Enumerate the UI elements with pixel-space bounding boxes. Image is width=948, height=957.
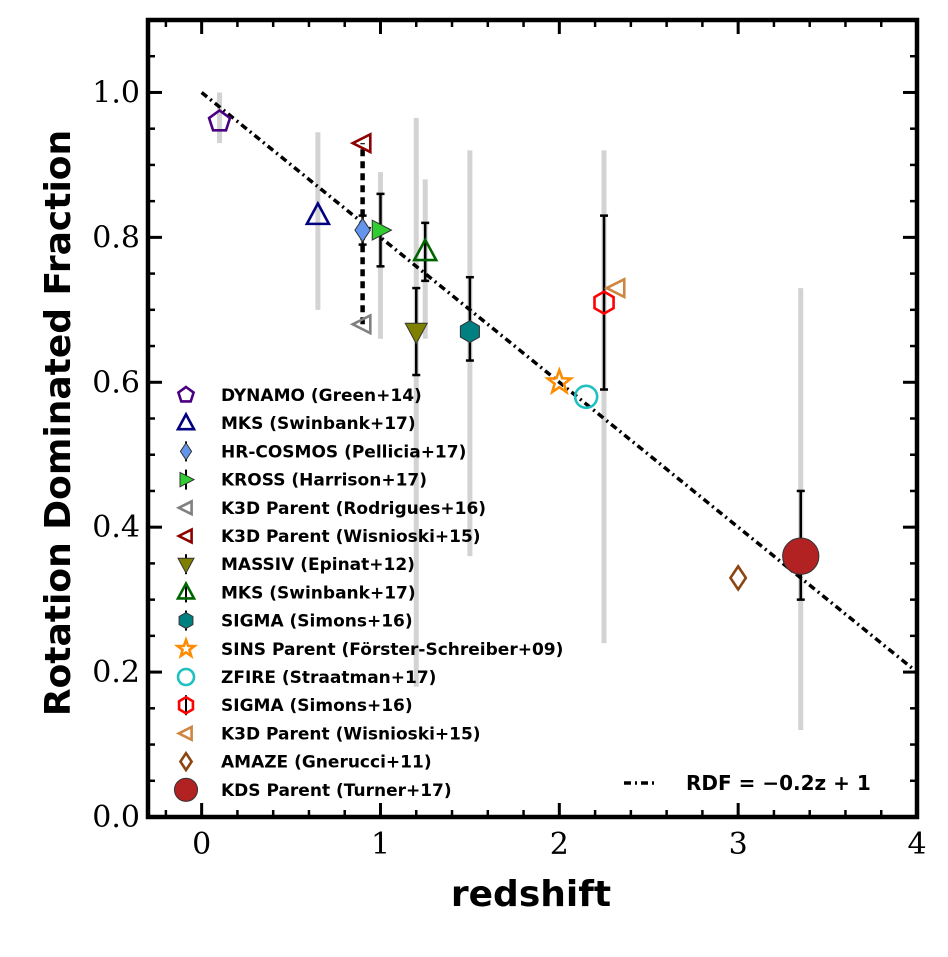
data-points (207, 108, 820, 592)
legend-label-13: AMAZE (Gnerucci+11) (221, 753, 432, 773)
y-axis-label: Rotation Dominated Fraction (38, 130, 79, 716)
legend-marker-4 (175, 499, 193, 517)
y-tick-label-2: 0.4 (92, 510, 140, 545)
x-axis-label: redshift (451, 874, 611, 915)
legend: DYNAMO (Green+14) MKS (Swinbank+17) HR-COS… (173, 385, 871, 802)
tick-labels: 0 1 2 3 4 0.0 0.2 0.4 0.6 0.8 1.0 (92, 75, 926, 862)
point-k3d-parent-rodrigues-16-4 (349, 313, 372, 336)
legend-label-6: MASSIV (Epinat+12) (221, 555, 415, 575)
legend-marker-13 (178, 750, 194, 773)
point-amaze-gnerucci-11-13 (728, 564, 748, 592)
point-zfire-straatman-17-10 (573, 384, 599, 410)
point-sins-parent-f-rster-schreiber-09-9 (544, 366, 575, 396)
x-tick-label-4: 4 (907, 827, 926, 862)
point-mks-swinbank-17-7 (412, 237, 439, 262)
point-kds-parent-turner-17-14 (782, 537, 820, 575)
x-tick-label-3: 3 (729, 827, 748, 862)
legend-label-3: KROSS (Harrison+17) (221, 471, 427, 491)
point-hr-cosmos-pellicia-17-2 (354, 217, 371, 243)
fit-line-layer (200, 91, 919, 674)
legend-label-12: K3D Parent (Wisnioski+15) (221, 724, 481, 744)
point-mks-swinbank-17-1 (304, 200, 332, 226)
y-tick-label-3: 0.6 (92, 365, 140, 400)
legend-marker-5 (175, 527, 193, 545)
point-k3d-parent-wisnioski-15-5 (349, 132, 372, 155)
legend-marker-2 (179, 442, 193, 461)
point-dynamo-green-14-0 (207, 108, 232, 132)
legend-marker-7 (175, 580, 197, 600)
point-sigma-simons-16-8 (459, 319, 480, 344)
x-tick-label-2: 2 (550, 827, 569, 862)
point-massiv-epinat-12-6 (404, 322, 429, 345)
fit-legend-label: RDF = −0.2z + 1 (686, 771, 871, 795)
legend-marker-12 (175, 724, 193, 742)
legend-marker-3 (179, 471, 196, 488)
point-kross-harrison-17-3 (371, 219, 393, 241)
legend-marker-10 (176, 667, 196, 687)
legend-label-5: K3D Parent (Wisnioski+15) (221, 527, 481, 547)
grey-range-bars (217, 92, 804, 731)
legend-marker-8 (178, 612, 194, 630)
legend-label-8: SIGMA (Simons+16) (221, 612, 413, 632)
y-tick-label-5: 1.0 (92, 75, 140, 110)
legend-label-14: KDS Parent (Turner+17) (221, 781, 452, 801)
legend-marker-11 (177, 695, 195, 715)
axes (145, 17, 920, 820)
legend-marker-9 (173, 636, 199, 660)
fit-line (200, 91, 919, 674)
y-tick-label-0: 0.0 (92, 800, 140, 835)
legend-label-7: MKS (Swinbank+17) (221, 583, 416, 603)
point-sigma-simons-16-11 (593, 290, 615, 316)
legend-label-9: SINS Parent (Förster-Schreiber+09) (221, 640, 563, 660)
legend-label-10: ZFIRE (Straatman+17) (221, 668, 436, 688)
legend-label-0: DYNAMO (Green+14) (221, 386, 422, 406)
x-tick-label-0: 0 (192, 827, 211, 862)
legend-marker-0 (176, 385, 196, 403)
legend-marker-1 (175, 411, 197, 431)
legend-label-11: SIGMA (Simons+16) (221, 696, 413, 716)
y-tick-label-4: 0.8 (92, 220, 140, 255)
y-tick-label-1: 0.2 (92, 655, 140, 690)
legend-marker-14 (173, 777, 199, 802)
legend-marker-6 (177, 557, 195, 575)
legend-label-4: K3D Parent (Rodrigues+16) (221, 499, 486, 519)
x-tick-label-1: 1 (371, 827, 390, 862)
legend-label-1: MKS (Swinbank+17) (221, 414, 416, 434)
legend-label-2: HR-COSMOS (Pellicia+17) (221, 442, 466, 462)
point-k3d-parent-wisnioski-15-12 (603, 277, 626, 299)
